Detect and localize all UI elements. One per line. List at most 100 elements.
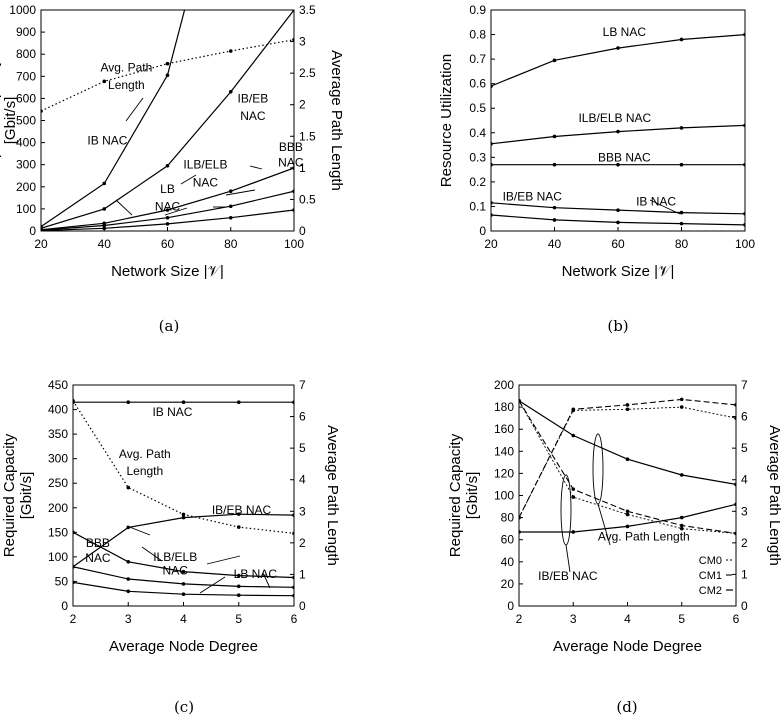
series-line-avg-path-length xyxy=(41,39,294,112)
y-tick-label: 50 xyxy=(55,574,69,588)
leader-line xyxy=(115,199,133,216)
y-tick-label: 450 xyxy=(48,378,68,392)
y-tick-label: 100 xyxy=(494,489,514,503)
data-point xyxy=(73,580,75,585)
data-point xyxy=(292,166,294,170)
legend-label: CM0 xyxy=(699,555,722,567)
data-point xyxy=(236,525,241,529)
data-point xyxy=(552,134,557,139)
data-point xyxy=(41,228,43,231)
y-tick-label: 60 xyxy=(501,533,515,547)
data-point xyxy=(552,205,557,210)
y-tick-label: 350 xyxy=(48,427,68,441)
series-annotation: NAC xyxy=(163,564,189,578)
x-tick-label: 6 xyxy=(733,612,740,626)
series-group xyxy=(519,397,736,536)
series-annotation: NAC xyxy=(155,200,181,214)
data-point xyxy=(571,407,576,412)
leader-lines xyxy=(115,97,681,594)
data-point xyxy=(102,181,107,186)
series-annotation: Length xyxy=(108,78,145,92)
data-point xyxy=(491,162,493,167)
y2-tick-label: 0.5 xyxy=(299,192,316,206)
x-tick-label: 2 xyxy=(516,612,523,626)
panel-caption: (c) xyxy=(174,698,194,716)
data-point xyxy=(679,515,684,520)
y-tick-label: 0.4 xyxy=(469,126,486,140)
series-annotation: ILB/ELB xyxy=(183,158,227,172)
y-tick-label: 250 xyxy=(48,476,68,490)
series-annotation: BBB xyxy=(86,536,110,550)
data-point xyxy=(236,593,241,597)
y-tick-label: 0 xyxy=(507,599,514,613)
legend-label: CM2 xyxy=(699,585,722,597)
series-annotation: LB NAC xyxy=(603,25,647,39)
y-tick-label: 0.6 xyxy=(469,77,486,91)
y-tick-label: 160 xyxy=(494,422,514,436)
series-group xyxy=(41,10,294,231)
y-tick-label: 500 xyxy=(16,114,36,128)
y2-tick-label: 4 xyxy=(741,473,748,487)
x-tick-label: 80 xyxy=(675,237,689,251)
y-tick-label: 100 xyxy=(16,202,36,216)
x-tick-label: 40 xyxy=(548,237,562,251)
x-tick-label: 60 xyxy=(611,237,625,251)
y2-tick-label: 0 xyxy=(741,599,748,613)
data-point xyxy=(552,58,557,63)
data-point xyxy=(491,200,493,205)
data-point xyxy=(228,189,233,194)
chart-a: 20 40 60 80 10001002003004005006007008009001… xyxy=(0,3,345,335)
series-line-cm0 xyxy=(519,406,736,518)
data-point xyxy=(102,207,107,211)
y2-axis-label: Average Path Length xyxy=(328,50,345,191)
data-point xyxy=(625,512,630,517)
data-point xyxy=(165,222,170,226)
y-tick-label: 20 xyxy=(501,577,515,591)
y2-axis-label: Average Path Length xyxy=(766,425,783,566)
y-tick-label: 0 xyxy=(29,224,36,238)
y2-axis-label: Average Path Length xyxy=(324,425,341,566)
y-tick-label: 0.1 xyxy=(469,199,486,213)
panel-caption: (a) xyxy=(159,317,180,335)
x-tick-label: 100 xyxy=(735,237,755,251)
data-point xyxy=(181,400,186,404)
y2-tick-label: 3 xyxy=(741,504,748,518)
data-point xyxy=(181,592,186,597)
y2-tick-label: 2 xyxy=(299,98,306,112)
series-annotation: Avg. Path Length xyxy=(598,529,690,543)
x-tick-label: 20 xyxy=(484,237,498,251)
data-point xyxy=(292,593,294,598)
data-point xyxy=(743,162,745,167)
grouping-ellipses xyxy=(560,433,611,573)
y2-tick-label: 1 xyxy=(741,567,748,581)
leader-line xyxy=(206,555,241,565)
y-tick-label: 0.8 xyxy=(469,28,486,42)
data-point xyxy=(126,485,131,490)
data-point xyxy=(679,162,684,167)
data-point xyxy=(679,523,684,528)
y2-tick-label: 0 xyxy=(299,224,306,238)
y2-tick-label: 2 xyxy=(299,536,306,550)
data-point xyxy=(102,226,107,231)
y-tick-label: 100 xyxy=(48,550,68,564)
y2-tick-label: 0 xyxy=(299,599,306,613)
x-tick-label: 6 xyxy=(291,612,298,626)
legend-label: CM1 xyxy=(699,570,722,582)
y-axis-label: Required Capacity xyxy=(1,433,18,557)
y-tick-label: 0 xyxy=(479,224,486,238)
data-point xyxy=(571,487,576,491)
data-point xyxy=(491,213,493,217)
series-annotation: BBB xyxy=(279,140,303,154)
y2-tick-label: 3 xyxy=(299,35,306,49)
x-tick-label: 3 xyxy=(125,612,132,626)
series-group xyxy=(491,32,745,227)
y2-tick-label: 5 xyxy=(741,441,748,455)
series-annotation: NAC xyxy=(193,175,219,189)
data-point xyxy=(181,515,186,520)
data-point xyxy=(679,210,684,215)
x-tick-label: 80 xyxy=(224,237,238,251)
leader-line xyxy=(262,572,271,589)
chart-d: 2 3 4 5 602040608010012014016018020001234567… xyxy=(447,378,783,716)
data-point xyxy=(165,73,170,77)
x-axis-label: Network Size |𝒱| xyxy=(111,263,224,280)
